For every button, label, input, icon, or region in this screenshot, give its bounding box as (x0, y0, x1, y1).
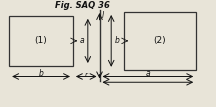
Bar (9, 16, 73, 66)
Text: a: a (79, 36, 84, 45)
Text: a: a (146, 69, 150, 78)
Text: (2): (2) (154, 36, 166, 45)
Text: b: b (39, 69, 43, 78)
Text: l: l (102, 11, 104, 20)
Bar (124, 12, 196, 70)
Text: Fig. SAQ 36: Fig. SAQ 36 (55, 1, 110, 10)
Text: b: b (115, 36, 120, 45)
Text: r: r (85, 72, 88, 78)
Text: (1): (1) (35, 36, 48, 45)
